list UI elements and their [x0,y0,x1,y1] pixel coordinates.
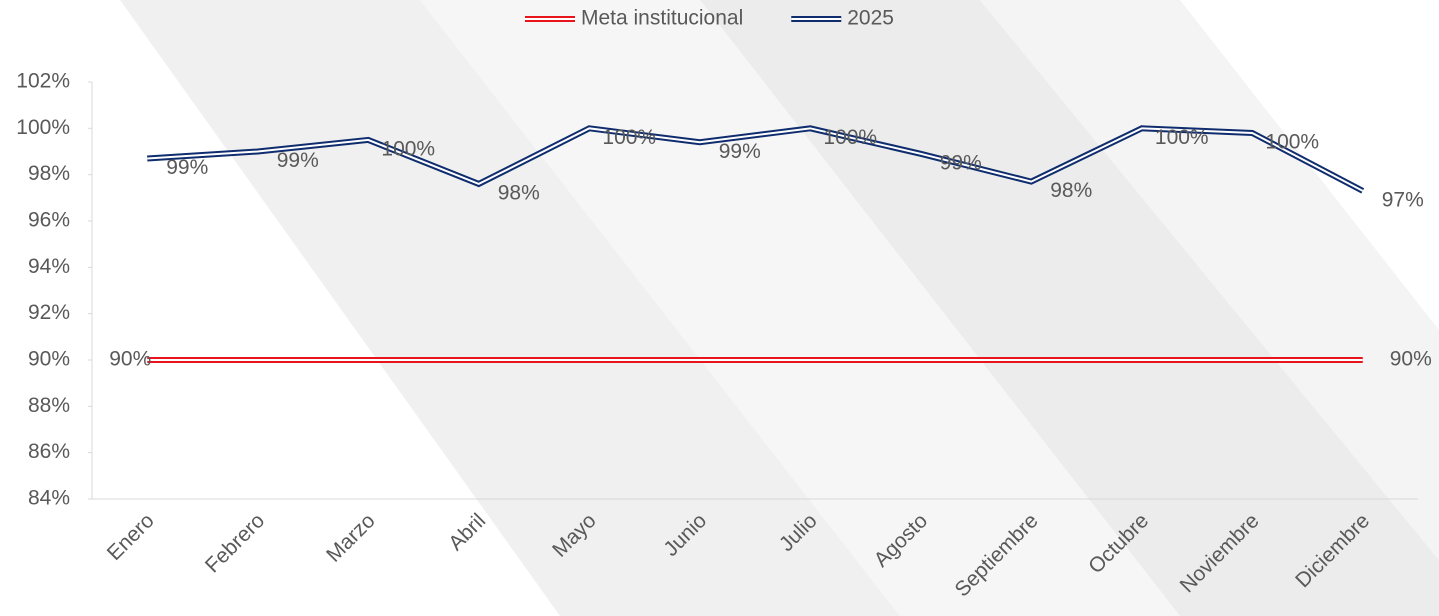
bg-stripe [700,0,1439,616]
background [120,0,1439,616]
series-line-inner [147,127,1364,192]
data-label: 99% [166,156,208,179]
data-label: 100% [823,126,877,149]
data-label: 99% [940,151,982,174]
y-tick-label: 86% [28,440,70,463]
data-label: 100% [602,126,656,149]
y-tick-label: 102% [16,70,70,93]
bg-stripe [420,0,1180,616]
y-tick-label: 90% [28,348,70,371]
data-label: 99% [719,140,761,163]
data-label: 90% [1390,348,1432,371]
y-tick-label: 84% [28,487,70,510]
data-label: 98% [498,181,540,204]
bg-stripe [120,0,900,616]
data-label: 97% [1382,188,1424,211]
x-tick-label: Abril [444,509,490,555]
data-label: 90% [109,348,151,371]
data-label: 99% [277,149,319,172]
legend-label: Meta institucional [581,7,743,30]
data-label: 98% [1050,179,1092,202]
y-tick-label: 88% [28,394,70,417]
data-label: 100% [381,137,435,160]
y-tick-label: 96% [28,209,70,232]
legend-label: 2025 [847,7,894,30]
y-tick-label: 100% [16,116,70,139]
data-label: 100% [1155,126,1209,149]
y-tick-label: 98% [28,162,70,185]
data-label: 100% [1265,131,1319,154]
x-tick-label: Febrero [201,509,269,577]
y-tick-label: 92% [28,301,70,324]
y-tick-label: 94% [28,255,70,278]
x-tick-label: Marzo [322,509,380,567]
bg-stripe [980,0,1439,560]
x-tick-label: Enero [103,509,159,565]
